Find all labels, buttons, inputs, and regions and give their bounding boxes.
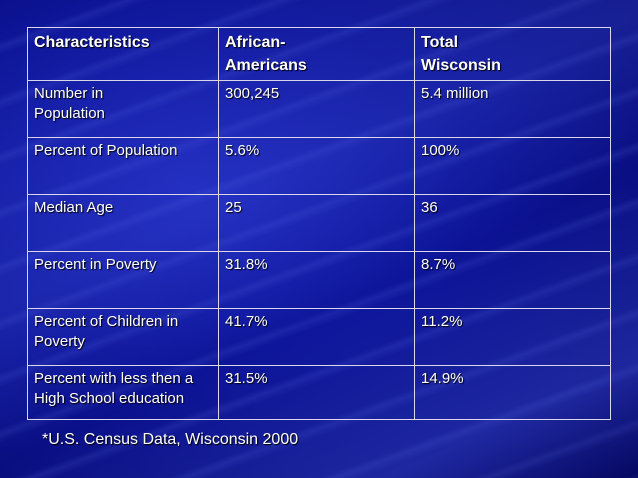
table-row: Percent in Poverty 31.8% 8.7% [27,251,611,309]
table-row: Percent with less then a High School edu… [27,365,611,420]
table-cell: Median Age [27,194,219,252]
cell-text: African-Americans [225,34,307,74]
table-cell: 100% [414,137,611,195]
header-cell: Total Wisconsin [414,27,611,81]
cell-text: Number in Population [34,85,105,122]
table-cell: 11.2% [414,308,611,366]
cell-text: Median Age [34,199,114,216]
cell-text: Percent of Population [34,142,178,159]
table-cell: 41.7% [218,308,415,366]
table-cell: Percent of Children in Poverty [27,308,219,366]
table-cell: 8.7% [414,251,611,309]
cell-text: 36 [421,199,438,216]
table-cell: 14.9% [414,365,611,420]
table-row: Median Age 25 36 [27,194,611,252]
cell-text: 8.7% [421,256,456,273]
cell-text: 14.9% [421,370,464,387]
table-cell: Percent in Poverty [27,251,219,309]
cell-text: 300,245 [225,85,280,102]
table-cell: 5.4 million [414,80,611,138]
table-cell: Percent with less then a High School edu… [27,365,219,420]
table-row: Number in Population 300,245 5.4 million [27,80,611,138]
cell-text: 31.5% [225,370,268,387]
cell-text: 41.7% [225,313,268,330]
cell-text: Percent of Children in Poverty [34,313,179,350]
header-cell: Characteristics [27,27,219,81]
table-cell: 36 [414,194,611,252]
cell-text: 100% [421,142,460,159]
cell-text: Percent in Poverty [34,256,157,273]
table-row: Percent of Children in Poverty 41.7% 11.2% [27,308,611,366]
cell-text: Total Wisconsin [421,34,501,74]
table-row: Percent of Population 5.6% 100% [27,137,611,195]
table-cell: Percent of Population [27,137,219,195]
table-cell: 31.5% [218,365,415,420]
footnote: *U.S. Census Data, Wisconsin 2000 [42,431,299,448]
cell-text: Characteristics [34,34,150,51]
header-row: Characteristics African-Americans Total Wi… [27,27,611,81]
cell-text: 31.8% [225,256,268,273]
cell-text: 11.2% [421,313,463,330]
header-cell: African-Americans [218,27,415,81]
cell-text: 5.4 million [421,85,489,102]
table-cell: Number in Population [27,80,219,138]
cell-text: 5.6% [225,142,260,159]
data-table: Characteristics African-Americans Total Wi… [27,27,611,420]
cell-text: Percent with less then a High School edu… [34,370,194,407]
cell-text: 25 [225,199,242,216]
table-cell: 300,245 [218,80,415,138]
table-cell: 31.8% [218,251,415,309]
table-cell: 5.6% [218,137,415,195]
table-cell: 25 [218,194,415,252]
